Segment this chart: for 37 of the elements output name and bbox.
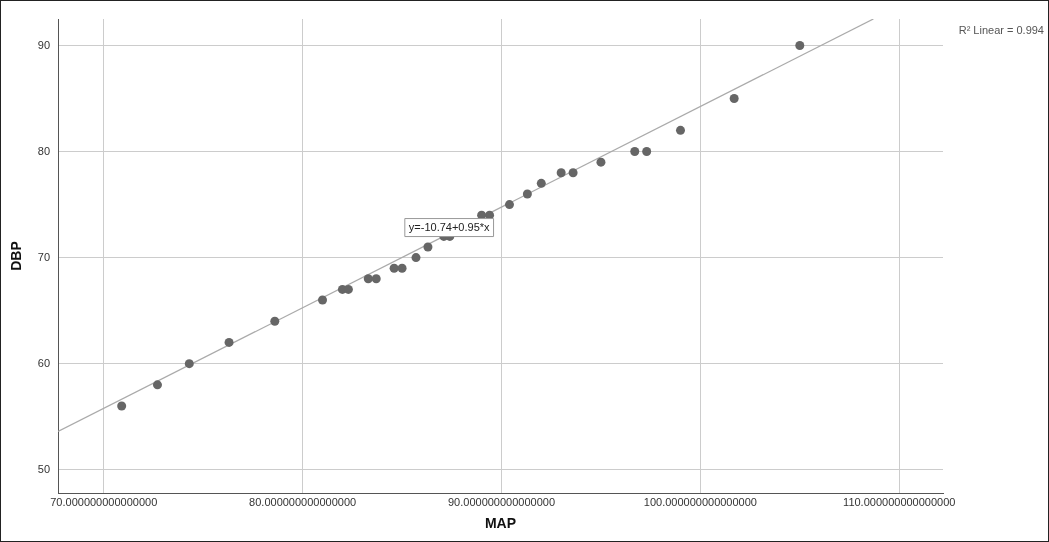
point xyxy=(117,401,127,411)
y-tick-label: 50 xyxy=(37,462,51,475)
y-tick-label: 60 xyxy=(37,356,51,369)
point xyxy=(630,147,640,157)
point xyxy=(642,147,652,157)
point xyxy=(795,41,805,51)
point xyxy=(152,380,162,390)
point xyxy=(522,189,532,199)
point xyxy=(371,274,381,284)
y-axis-title: DBP xyxy=(8,241,25,271)
point xyxy=(411,253,421,263)
point xyxy=(389,263,399,273)
point xyxy=(556,168,566,178)
point xyxy=(318,295,328,305)
x-tick-label: 110.000000000000000 xyxy=(843,495,956,508)
point xyxy=(675,125,685,135)
y-tick-label: 70 xyxy=(37,250,51,263)
point xyxy=(504,200,514,210)
y-tick-label: 90 xyxy=(37,38,51,51)
point xyxy=(729,94,739,104)
point xyxy=(596,157,606,167)
point xyxy=(568,168,578,178)
x-axis-title: MAP xyxy=(484,515,517,532)
y-tick-label: 80 xyxy=(37,144,51,157)
point xyxy=(363,274,373,284)
point xyxy=(184,359,194,369)
point xyxy=(536,178,546,188)
x-tick-label: 70.000000000000000 xyxy=(50,495,158,508)
x-tick-label: 100.000000000000000 xyxy=(643,495,757,508)
point xyxy=(397,263,407,273)
point xyxy=(423,242,433,252)
x-tick-label: 90.000000000000000 xyxy=(447,495,556,508)
point xyxy=(224,337,234,347)
x-tick-label: 80.000000000000000 xyxy=(249,495,357,508)
text: R² Linear = 0.994 xyxy=(958,23,1044,36)
annotation: y=-10.74+0.95*x xyxy=(408,220,491,233)
point xyxy=(270,316,280,326)
